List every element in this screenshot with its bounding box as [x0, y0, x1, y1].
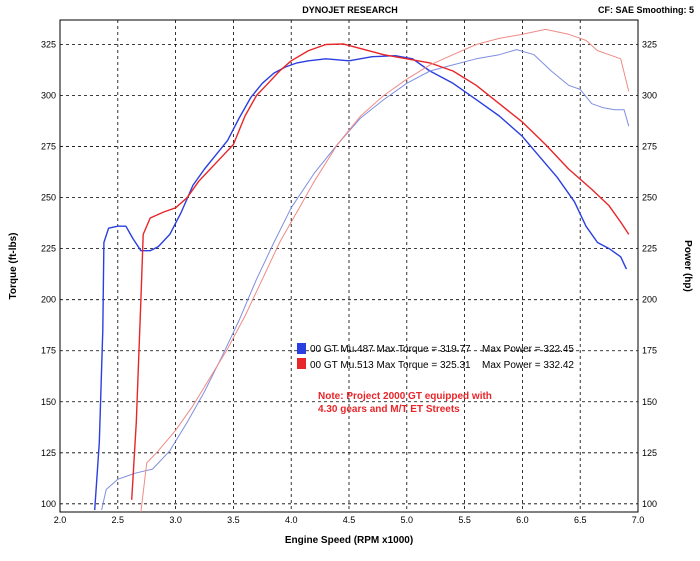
legend-power-blue: Max Power = 322.45: [482, 344, 574, 355]
y-tick-label-left: 300: [41, 91, 56, 101]
note-line-1: Note: Project 2000 GT equipped with: [318, 391, 492, 402]
x-tick-label: 5.0: [401, 515, 414, 525]
x-tick-label: 6.0: [516, 515, 529, 525]
legend-power-red: Max Power = 332.42: [482, 360, 574, 371]
x-tick-label: 2.5: [112, 515, 125, 525]
legend-label-blue: 00 GT Mu.487 Max Torque = 319.77: [310, 344, 471, 355]
note-line-2: 4.30 gears and M/T ET Streets: [318, 404, 460, 415]
y-tick-label-left: 175: [41, 346, 56, 356]
chart-header-settings: CF: SAE Smoothing: 5: [598, 5, 694, 15]
series-line-power-3: [140, 28, 630, 513]
x-axis-title: Engine Speed (RPM x1000): [285, 535, 413, 546]
y-tick-label-left: 200: [41, 295, 56, 305]
y-tick-label-right: 125: [642, 448, 657, 458]
x-tick-label: 4.0: [285, 515, 298, 525]
legend-swatch-blue: [297, 343, 306, 354]
y-axis-right-title: Power (hp): [682, 240, 693, 292]
x-tick-label: 7.0: [632, 515, 645, 525]
y-tick-label-left: 325: [41, 39, 56, 49]
x-tick-label: 5.5: [458, 515, 471, 525]
y-tick-label-left: 100: [41, 499, 56, 509]
y-tick-label-right: 325: [642, 39, 657, 49]
series-group: [94, 28, 630, 513]
y-tick-label-right: 300: [642, 91, 657, 101]
y-tick-label-right: 100: [642, 499, 657, 509]
y-tick-label-right: 175: [642, 346, 657, 356]
y-tick-label-left: 275: [41, 142, 56, 152]
y-tick-label-left: 150: [41, 397, 56, 407]
y-tick-label-right: 225: [642, 244, 657, 254]
legend-label-red: 00 GT Mu.513 Max Torque = 325.31: [310, 360, 471, 371]
y-axis-left-title: Torque (ft-lbs): [8, 232, 19, 299]
y-tick-label-right: 200: [642, 295, 657, 305]
y-tick-label-right: 250: [642, 193, 657, 203]
x-tick-label: 6.5: [574, 515, 587, 525]
series-line-power-1: [101, 49, 630, 511]
y-tick-label-left: 125: [41, 448, 56, 458]
series-line-torque-2: [131, 43, 630, 500]
y-tick-label-right: 275: [642, 142, 657, 152]
x-tick-label: 3.5: [227, 515, 240, 525]
legend: 00 GT Mu.487 Max Torque = 319.77 Max Pow…: [297, 343, 574, 371]
x-tick-label: 3.0: [169, 515, 182, 525]
chart-header-title: DYNOJET RESEARCH: [302, 5, 398, 15]
tick-labels: 2.0 2.5 3.0 3.5 4.0 4.5 5.0 5.5 6.0 6.5 7.0 100 125 1…: [41, 39, 657, 525]
y-tick-label-left: 225: [41, 244, 56, 254]
y-tick-label-right: 150: [642, 397, 657, 407]
note: Note: Project 2000 GT equipped with 4.30…: [318, 391, 492, 415]
y-tick-label-left: 250: [41, 193, 56, 203]
x-tick-label: 2.0: [54, 515, 67, 525]
legend-swatch-red: [297, 358, 306, 369]
x-tick-label: 4.5: [343, 515, 356, 525]
